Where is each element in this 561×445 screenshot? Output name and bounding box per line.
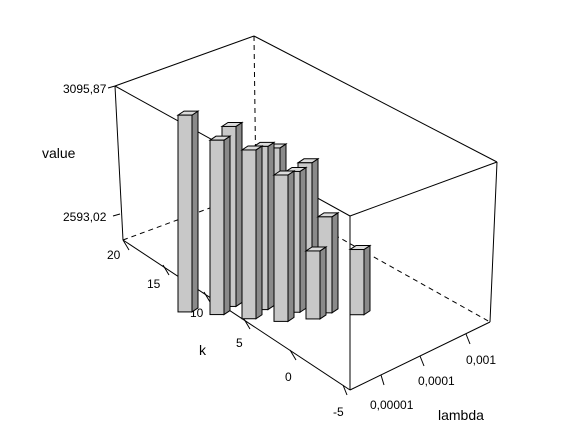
lambda-tick-mark bbox=[419, 355, 425, 367]
k-tick-label: -5 bbox=[333, 405, 344, 419]
k-axis-ticks bbox=[122, 239, 348, 396]
z-tick-label: 2593,02 bbox=[63, 210, 107, 224]
z-axis-ticks bbox=[107, 85, 121, 217]
bar-side bbox=[267, 141, 275, 311]
bar-side bbox=[191, 110, 199, 313]
z-tick-label: 3095,87 bbox=[63, 82, 107, 96]
lambda-tick-mark bbox=[380, 374, 385, 386]
k-tick-label: 5 bbox=[236, 336, 243, 350]
bar-group bbox=[176, 110, 372, 323]
z-axis-label: value bbox=[42, 145, 76, 161]
bar-side bbox=[287, 170, 295, 323]
bar bbox=[349, 249, 365, 316]
lambda-tick-label: 0,00001 bbox=[370, 398, 414, 412]
lambda-axis-label: lambda bbox=[438, 407, 484, 423]
bar-side bbox=[299, 166, 307, 314]
k-axis-label: k bbox=[199, 342, 207, 358]
k-tick-mark bbox=[243, 318, 251, 330]
bar bbox=[177, 114, 193, 313]
frame-edge bbox=[253, 35, 498, 163]
bar-side bbox=[223, 135, 231, 316]
k-tick-mark bbox=[203, 291, 211, 303]
lambda-axis-ticks bbox=[380, 333, 471, 386]
frame-edge bbox=[349, 161, 498, 217]
frame-edge bbox=[489, 161, 498, 323]
k-tick-mark bbox=[342, 384, 348, 396]
lambda-tick-label: 0,0001 bbox=[418, 374, 455, 388]
frame-edge bbox=[122, 239, 351, 391]
z-tick-mark bbox=[107, 85, 116, 89]
k-tick-label: 15 bbox=[147, 277, 161, 291]
lambda-tick-label: 0,001 bbox=[466, 353, 496, 367]
bar bbox=[209, 139, 225, 316]
k-tick-mark bbox=[289, 349, 297, 361]
bar bbox=[241, 149, 257, 320]
bar bbox=[273, 174, 289, 322]
frame-edge bbox=[114, 35, 255, 87]
bar-side bbox=[331, 211, 339, 314]
k-tick-label: 20 bbox=[107, 248, 121, 262]
k-tick-mark bbox=[162, 264, 170, 276]
bar bbox=[305, 250, 321, 320]
frame-edge bbox=[114, 85, 124, 241]
bar-side bbox=[255, 145, 263, 320]
k-tick-label: 0 bbox=[285, 370, 292, 384]
bar-side bbox=[363, 244, 371, 316]
z-tick-mark bbox=[112, 213, 121, 217]
bar-side bbox=[319, 246, 327, 320]
k-tick-mark bbox=[122, 239, 130, 251]
lambda-tick-mark bbox=[465, 333, 471, 345]
